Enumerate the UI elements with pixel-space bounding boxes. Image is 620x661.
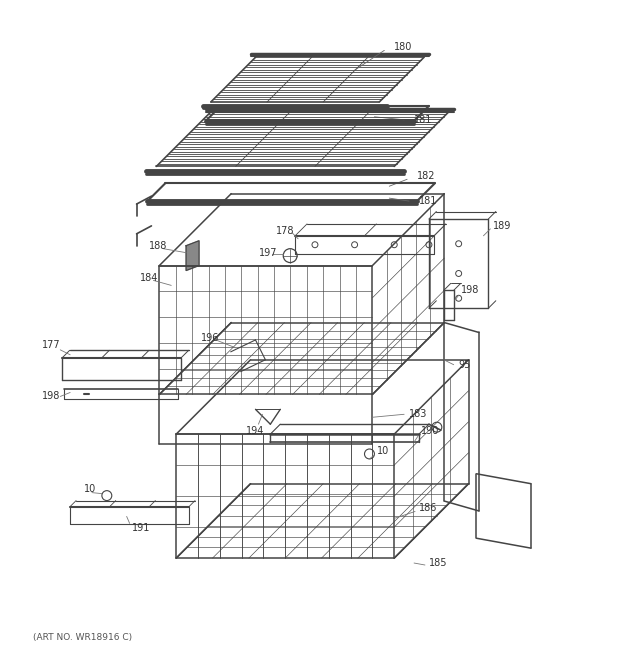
Text: 178: 178 (277, 226, 294, 236)
Text: (ART NO. WR18916 C): (ART NO. WR18916 C) (32, 633, 131, 642)
Text: 10: 10 (378, 446, 389, 456)
Text: 196: 196 (201, 333, 219, 343)
Text: 183: 183 (409, 409, 427, 419)
Text: 198: 198 (461, 286, 479, 295)
Text: 185: 185 (429, 558, 448, 568)
Text: 191: 191 (131, 524, 150, 533)
Text: 186: 186 (419, 504, 437, 514)
Text: 190: 190 (421, 426, 440, 436)
Text: 197: 197 (259, 248, 277, 258)
Text: 184: 184 (140, 274, 158, 284)
Text: 189: 189 (494, 221, 512, 231)
Text: 181: 181 (414, 115, 432, 125)
Text: 198: 198 (42, 391, 61, 401)
Text: 188: 188 (149, 241, 168, 251)
Text: 177: 177 (42, 340, 61, 350)
Text: 182: 182 (417, 171, 435, 181)
Text: 194: 194 (246, 426, 264, 436)
Text: 180: 180 (394, 42, 413, 52)
Polygon shape (186, 241, 199, 270)
Text: 95: 95 (459, 360, 471, 369)
Text: 10: 10 (84, 484, 96, 494)
Text: 181: 181 (419, 196, 437, 206)
